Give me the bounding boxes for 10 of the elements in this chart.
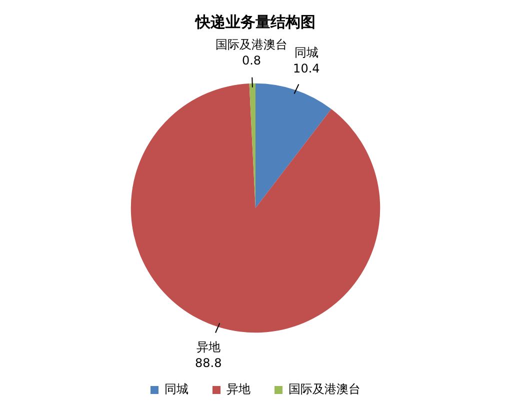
data-label: 10.4 — [293, 62, 320, 76]
data-label: 0.8 — [242, 54, 262, 68]
chart-title: 快递业务量结构图 — [194, 12, 316, 31]
slice-label: 国际及港澳台 — [216, 38, 288, 52]
slice-label: 同城 — [294, 46, 318, 60]
legend-label: 国际及港澳台 — [288, 382, 360, 396]
slice-label: 异地 — [196, 340, 220, 354]
data-label: 88.8 — [195, 356, 222, 370]
legend-label: 同城 — [164, 382, 188, 396]
legend-label: 异地 — [226, 382, 250, 396]
